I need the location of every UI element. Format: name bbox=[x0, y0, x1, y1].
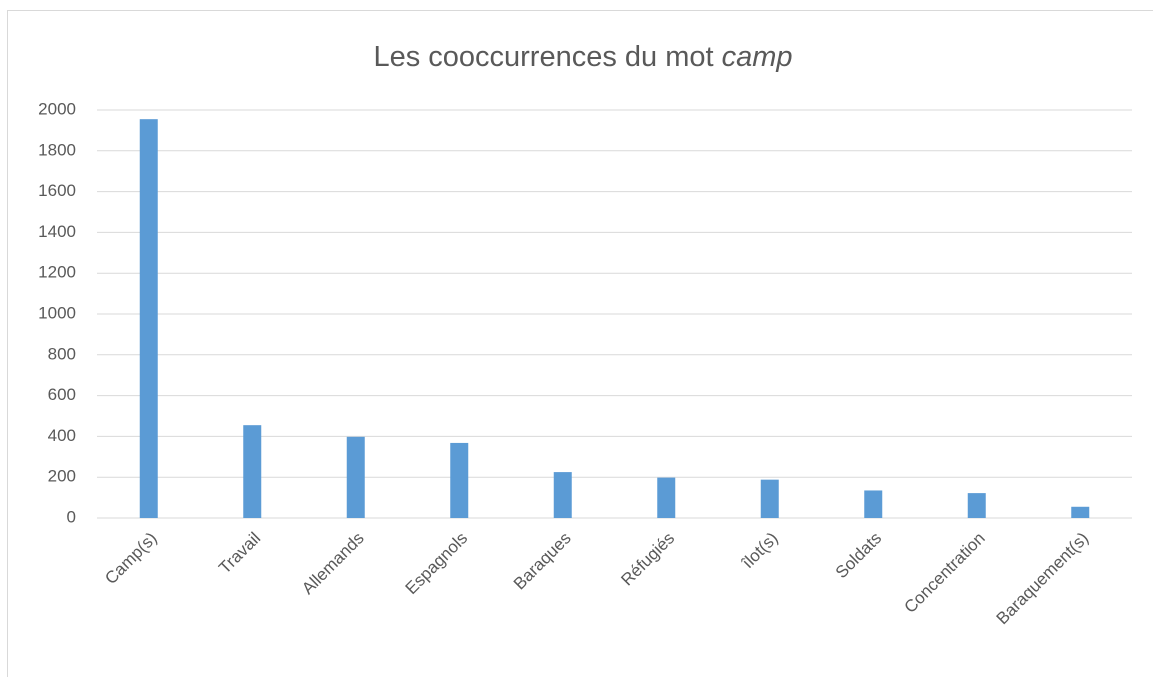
chart-title: Les cooccurrences du mot camp bbox=[373, 41, 792, 73]
bar bbox=[450, 443, 468, 518]
x-tick-label: Travail bbox=[215, 529, 264, 578]
y-tick-label: 400 bbox=[48, 426, 76, 445]
y-tick-label: 1800 bbox=[38, 140, 76, 159]
bar bbox=[243, 425, 261, 518]
x-tick-label: Soldats bbox=[832, 529, 886, 583]
y-tick-label: 1200 bbox=[38, 263, 76, 282]
x-tick-label: îlot(s) bbox=[738, 529, 782, 573]
y-tick-label: 1000 bbox=[38, 303, 76, 322]
bar bbox=[761, 480, 779, 518]
y-tick-label: 1400 bbox=[38, 222, 76, 241]
x-tick-label: Réfugiés bbox=[617, 529, 678, 590]
y-tick-label: 2000 bbox=[38, 99, 76, 118]
x-tick-label: Baraques bbox=[510, 529, 575, 594]
bar bbox=[347, 437, 365, 518]
bar bbox=[554, 472, 572, 518]
bar bbox=[864, 490, 882, 518]
y-tick-label: 0 bbox=[67, 507, 76, 526]
x-tick-label: Baraquement(s) bbox=[993, 529, 1093, 629]
bar bbox=[140, 119, 158, 518]
y-tick-label: 800 bbox=[48, 344, 76, 363]
bar bbox=[1071, 507, 1089, 518]
x-tick-label: Camp(s) bbox=[101, 529, 161, 589]
y-tick-label: 200 bbox=[48, 467, 76, 486]
y-tick-label: 600 bbox=[48, 385, 76, 404]
x-tick-label: Concentration bbox=[900, 529, 988, 617]
x-tick-label: Espagnols bbox=[402, 529, 472, 599]
y-tick-label: 1600 bbox=[38, 181, 76, 200]
x-tick-label: Allemands bbox=[298, 529, 368, 599]
bar bbox=[657, 478, 675, 518]
bar bbox=[968, 493, 986, 518]
